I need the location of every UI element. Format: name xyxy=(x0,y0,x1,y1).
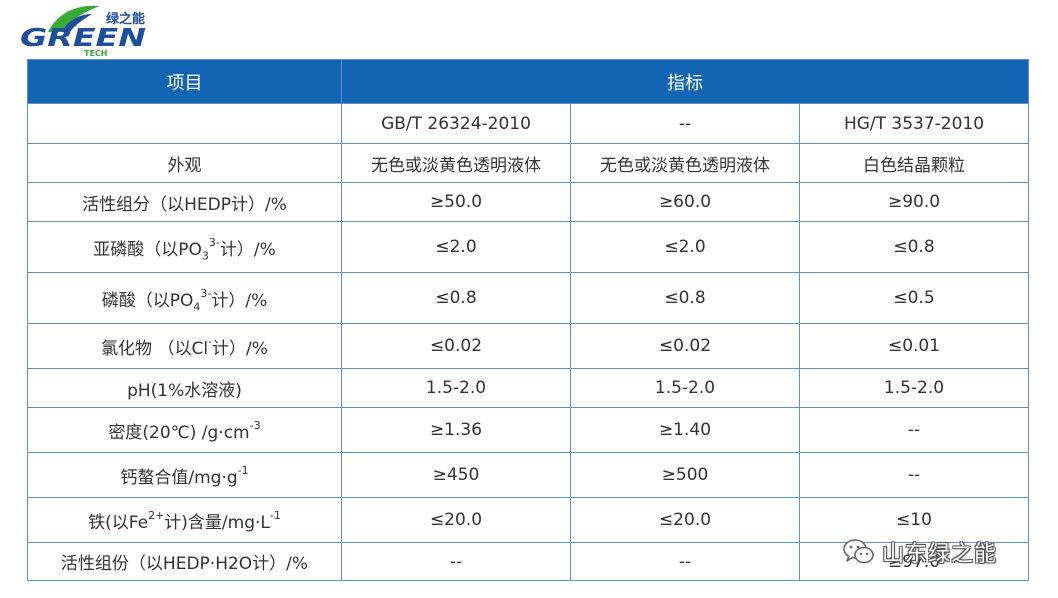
value-cell: ≥450 xyxy=(341,452,571,498)
row-label-text: 计）/% xyxy=(212,338,268,359)
value-cell: -- xyxy=(341,542,571,581)
value-cell: 无色或淡黄色透明液体 xyxy=(570,143,800,183)
row-label-text: 铁(以Fe xyxy=(88,512,149,533)
value-cell: ≤0.5 xyxy=(798,272,1030,324)
standard-cell: -- xyxy=(570,103,800,144)
table-row: 外观 无色或淡黄色透明液体 无色或淡黄色透明液体 白色结晶颗粒 xyxy=(27,143,1030,183)
row-label: 密度(20℃) /g·cm-3 xyxy=(27,407,342,453)
value-cell: ≥1.36 xyxy=(341,407,571,453)
row-label: 磷酸（以PO43-计）/% xyxy=(27,272,342,324)
table-row: 密度(20℃) /g·cm-3 ≥1.36 ≥1.40 -- xyxy=(27,407,1030,453)
standards-empty-cell xyxy=(27,103,342,144)
row-label: 外观 xyxy=(27,143,342,183)
value-cell: -- xyxy=(798,452,1030,498)
row-label-text: 密度(20℃) /g·cm xyxy=(108,422,250,443)
header-row: 项目 指标 xyxy=(27,59,1030,104)
value-cell: ≥90.0 xyxy=(798,182,1030,222)
value-cell: ≤0.8 xyxy=(798,221,1030,273)
row-label: 活性组份（以HEDP·H2O计）/% xyxy=(27,542,342,581)
value-cell: ≤0.01 xyxy=(798,323,1030,369)
value-cell: ≥60.0 xyxy=(570,182,800,222)
value-cell: ≥97.0 xyxy=(798,542,1030,581)
row-label-sup: 3- xyxy=(200,286,212,300)
wechat-icon xyxy=(843,539,874,564)
row-label-text: 钙螯合值/mg·g xyxy=(120,467,238,488)
row-label-sup: -1 xyxy=(237,463,249,477)
green-tech-logo: 绿之能 GREEN TECH xyxy=(18,2,152,58)
table-row: 亚磷酸（以PO33-计）/% ≤2.0 ≤2.0 ≤0.8 xyxy=(27,221,1030,273)
value-cell: ≤20.0 xyxy=(341,497,571,543)
logo-subword: TECH xyxy=(84,49,108,58)
value-cell: ≥50.0 xyxy=(341,182,571,222)
row-label-sup: -1 xyxy=(269,508,281,522)
table-row: 活性组份（以HEDP·H2O计）/% -- -- ≥97.0 xyxy=(27,542,1030,581)
spec-table: 项目 指标 GB/T 26324-2010 -- HG/T 3537-2010 … xyxy=(27,59,1030,581)
row-label: 活性组分（以HEDP计）/% xyxy=(27,182,342,222)
standards-row: GB/T 26324-2010 -- HG/T 3537-2010 xyxy=(27,103,1030,144)
table-row: 磷酸（以PO43-计）/% ≤0.8 ≤0.8 ≤0.5 xyxy=(27,272,1030,324)
row-label-text: 计）/% xyxy=(211,290,268,311)
row-label-text: 计）/% xyxy=(219,239,276,260)
row-label: 氯化物 （以Cl-计）/% xyxy=(27,323,342,369)
value-cell: 1.5-2.0 xyxy=(570,368,800,408)
row-label-text: 磷酸（以PO xyxy=(101,290,194,311)
row-label: 钙螯合值/mg·g-1 xyxy=(27,452,342,498)
value-cell: 白色结晶颗粒 xyxy=(798,143,1030,183)
table-row: 氯化物 （以Cl-计）/% ≤0.02 ≤0.02 ≤0.01 xyxy=(27,323,1030,369)
value-cell: 1.5-2.0 xyxy=(798,368,1030,408)
value-cell: 1.5-2.0 xyxy=(341,368,571,408)
row-label: 亚磷酸（以PO33-计）/% xyxy=(27,221,342,273)
table-row: 活性组分（以HEDP计）/% ≥50.0 ≥60.0 ≥90.0 xyxy=(27,182,1030,222)
value-cell: ≤0.02 xyxy=(570,323,800,369)
header-spec: 指标 xyxy=(340,59,1030,104)
watermark-text: 山东绿之能 xyxy=(882,542,998,567)
value-cell: ≥1.40 xyxy=(570,407,800,453)
value-cell: ≤0.8 xyxy=(341,272,571,324)
row-label: 铁(以Fe2+计)含量/mg·L-1 xyxy=(27,497,342,543)
row-label: pH(1%水溶液) xyxy=(27,368,342,408)
value-cell: ≤0.02 xyxy=(341,323,571,369)
row-label-sub: 4 xyxy=(193,299,201,313)
value-cell: ≥500 xyxy=(570,452,800,498)
standard-cell: HG/T 3537-2010 xyxy=(798,103,1030,144)
row-label-sup: -3 xyxy=(249,418,261,432)
row-label-sup: - xyxy=(208,334,213,348)
logo-cn-text: 绿之能 xyxy=(106,11,145,27)
logo-wordmark: GREEN xyxy=(20,23,146,52)
value-cell: 无色或淡黄色透明液体 xyxy=(341,143,571,183)
header-item: 项目 xyxy=(27,59,342,104)
value-cell: ≤20.0 xyxy=(570,497,800,543)
row-label-sup: 3- xyxy=(208,235,220,249)
row-label-sup: 2+ xyxy=(148,508,165,522)
value-cell: -- xyxy=(798,407,1030,453)
value-cell: -- xyxy=(570,542,800,581)
table-row: pH(1%水溶液) 1.5-2.0 1.5-2.0 1.5-2.0 xyxy=(27,368,1030,408)
value-cell: ≤0.8 xyxy=(570,272,800,324)
watermark: 山东绿之能 xyxy=(842,532,997,572)
row-label-text: 氯化物 （以Cl xyxy=(101,338,209,359)
standard-cell: GB/T 26324-2010 xyxy=(341,103,571,144)
row-label-text: 亚磷酸（以PO xyxy=(93,239,202,260)
value-cell: ≤2.0 xyxy=(341,221,571,273)
value-cell: ≤2.0 xyxy=(570,221,800,273)
row-label-text: 计)含量/mg·L xyxy=(164,512,270,533)
row-label-sub: 3 xyxy=(201,248,209,262)
table-row: 钙螯合值/mg·g-1 ≥450 ≥500 -- xyxy=(27,452,1030,498)
